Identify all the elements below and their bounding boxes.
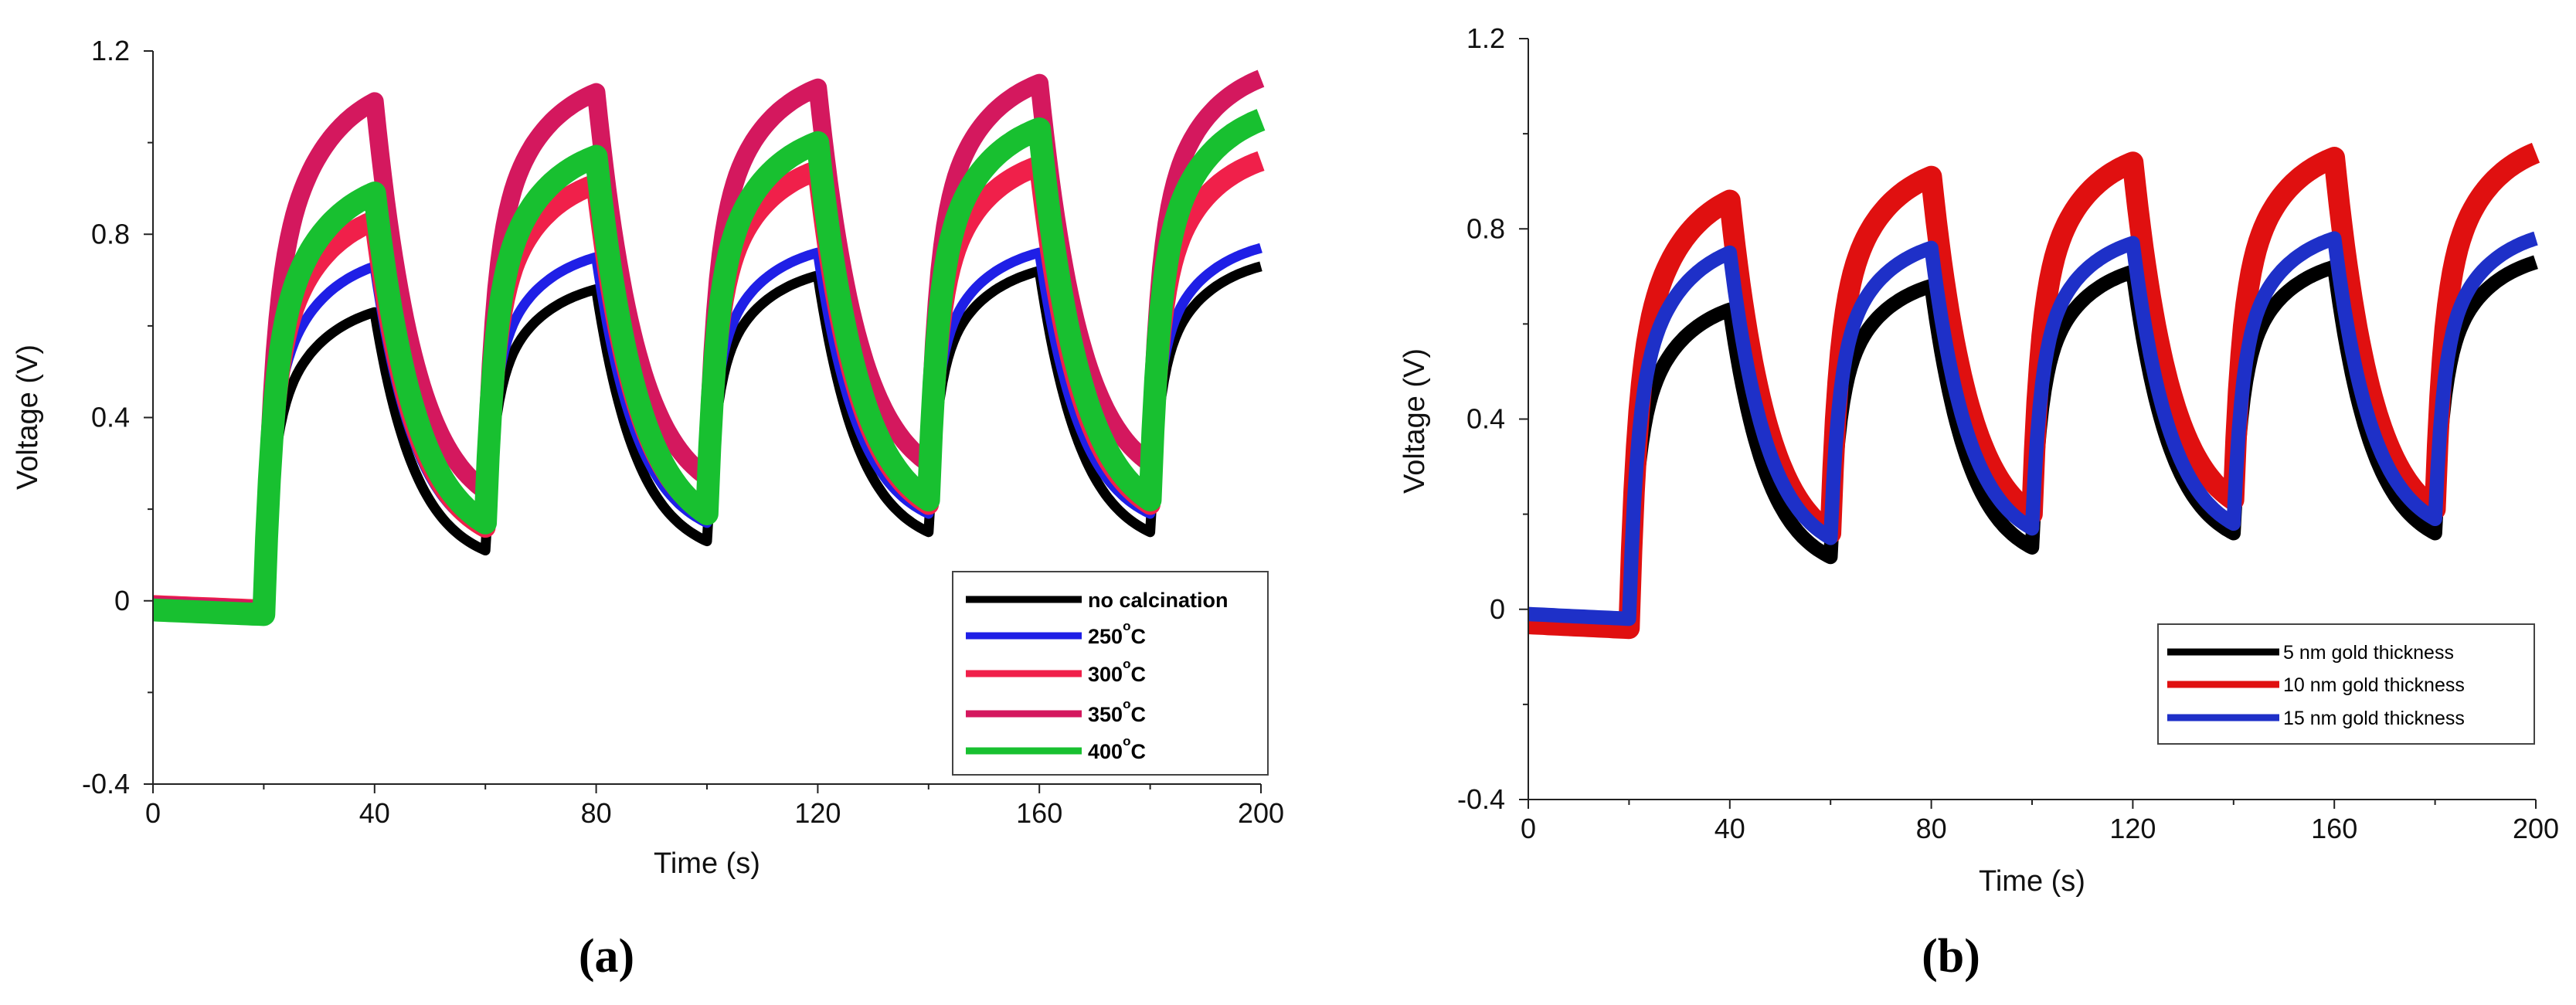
legend-label-a-3: 350oC (1088, 697, 1146, 726)
legend-label-a-2-num: 300 (1088, 663, 1123, 686)
x-axis-label-b: Time (s) (1979, 865, 2085, 898)
legend-entry-b-1: 10 nm gold thickness (2167, 674, 2465, 696)
legend-label-a-4-unit: C (1130, 740, 1146, 763)
legend-label-a-4: 400oC (1088, 734, 1146, 763)
degree-sign: o (1123, 619, 1130, 633)
series-group-a (147, 70, 1270, 626)
x-tick-label-b-0: 0 (1521, 813, 1536, 844)
y-tick-label-b-4: 1.2 (1466, 22, 1505, 54)
ticks-b: 0 40 80 120 160 200 -0.4 0 0.4 0.8 1.2 (1457, 22, 2559, 844)
legend-label-a-0: no calcination (1088, 589, 1229, 612)
legend-label-b-0: 5 nm gold thickness (2283, 642, 2454, 664)
series-line-a-4 (147, 109, 1270, 626)
legend-entry-a-2: 300oC (966, 657, 1146, 686)
x-tick-label-b-5: 200 (2513, 813, 2559, 844)
legend-entry-b-2: 15 nm gold thickness (2167, 708, 2465, 729)
chart-panel-b: 0 40 80 120 160 200 -0.4 0 0.4 0.8 1.2 Time (s) Vo… (1398, 22, 2559, 983)
legend-a: no calcination 250oC 300oC 350oC 400oC (952, 571, 1269, 776)
panel-caption-b: (b) (1922, 930, 1980, 983)
x-axis-label-a: Time (s) (654, 847, 760, 880)
chart-panel-a: 0 40 80 120 160 200 -0.4 0 0.4 0.8 1.2 Time (s) Vo… (12, 35, 1284, 983)
series-line-b-1 (1522, 142, 2544, 640)
x-tick-label-a-4: 160 (1016, 797, 1062, 829)
y-tick-label-a-4: 1.2 (91, 35, 130, 66)
legend-entry-b-0: 5 nm gold thickness (2167, 642, 2454, 664)
legend-label-a-3-unit: C (1130, 703, 1146, 726)
legend-label-a-2: 300oC (1088, 657, 1146, 686)
y-tick-label-b-3: 0.8 (1466, 212, 1505, 244)
x-tick-label-a-2: 80 (581, 797, 612, 829)
x-tick-label-a-0: 0 (145, 797, 161, 829)
x-tick-label-b-4: 160 (2311, 813, 2357, 844)
degree-sign: o (1123, 734, 1130, 749)
legend-label-a-1-num: 250 (1088, 625, 1123, 648)
series-group-b (1522, 142, 2544, 640)
legend-b: 5 nm gold thickness 10 nm gold thickness… (2157, 623, 2535, 745)
x-tick-label-b-3: 120 (2109, 813, 2156, 844)
legend-entry-a-1: 250oC (966, 619, 1146, 648)
legend-entry-a-4: 400oC (966, 734, 1146, 763)
x-tick-label-b-2: 80 (1916, 813, 1947, 844)
y-axis-label-b: Voltage (V) (1398, 348, 1431, 494)
legend-entry-a-0: no calcination (966, 589, 1229, 612)
y-tick-label-a-3: 0.8 (91, 218, 130, 250)
x-tick-label-b-1: 40 (1715, 813, 1745, 844)
legend-label-a-2-unit: C (1130, 663, 1146, 686)
x-tick-label-a-5: 200 (1238, 797, 1284, 829)
y-tick-label-b-0: -0.4 (1457, 783, 1505, 815)
y-tick-label-a-2: 0.4 (91, 402, 130, 433)
legend-label-a-1: 250oC (1088, 619, 1146, 648)
legend-label-a-1-unit: C (1130, 625, 1146, 648)
y-tick-label-a-1: 0 (114, 585, 130, 616)
degree-sign: o (1123, 697, 1130, 711)
legend-label-b-2: 15 nm gold thickness (2283, 708, 2465, 729)
legend-label-a-3-num: 350 (1088, 703, 1123, 726)
x-tick-label-a-3: 120 (794, 797, 841, 829)
legend-entry-a-3: 350oC (966, 697, 1146, 726)
panel-caption-a: (a) (579, 930, 634, 983)
y-tick-label-b-2: 0.4 (1466, 403, 1505, 435)
y-axis-label-a: Voltage (V) (12, 345, 44, 490)
x-tick-label-a-1: 40 (359, 797, 390, 829)
ticks-a: 0 40 80 120 160 200 -0.4 0 0.4 0.8 1.2 (82, 35, 1284, 829)
series-line-b-2 (1526, 231, 2540, 626)
series-line-a-0 (152, 261, 1263, 620)
degree-sign: o (1123, 657, 1130, 671)
legend-label-a-4-num: 400 (1088, 740, 1123, 763)
y-tick-label-b-1: 0 (1490, 593, 1505, 625)
legend-label-b-1: 10 nm gold thickness (2283, 674, 2465, 696)
y-tick-label-a-0: -0.4 (82, 768, 130, 800)
